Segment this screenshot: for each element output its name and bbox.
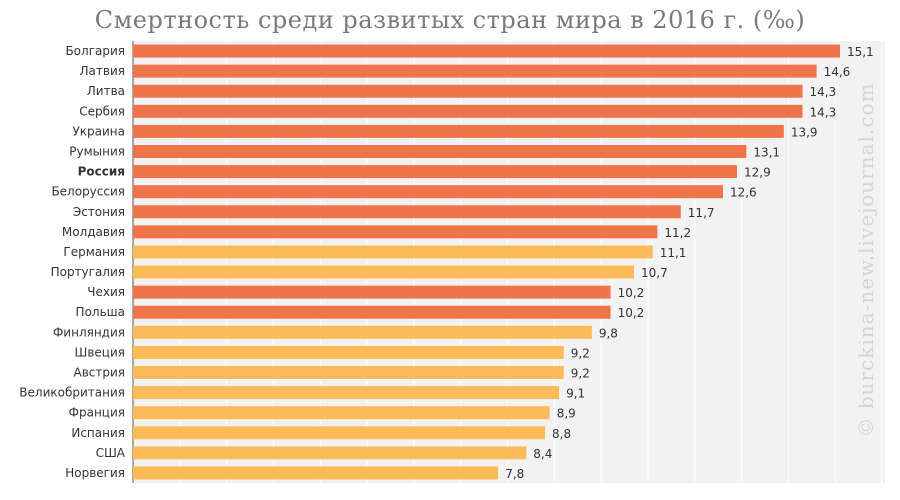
- value-label: 10,7: [641, 266, 668, 280]
- value-label: 14,3: [810, 85, 837, 99]
- chart-title: Смертность среди развитых стран мира в 2…: [94, 6, 806, 34]
- category-label: Португалия: [51, 265, 125, 279]
- value-label: 8,4: [533, 447, 552, 461]
- value-label: 11,2: [664, 226, 691, 240]
- bar-11: [133, 245, 653, 259]
- category-label: Украина: [72, 124, 125, 138]
- category-label: Россия: [78, 165, 125, 179]
- value-label: 14,6: [824, 65, 851, 79]
- bar-4: [133, 104, 803, 118]
- bar-22: [133, 466, 499, 480]
- bar-13: [133, 285, 611, 299]
- value-label: 8,8: [552, 427, 571, 441]
- bar-8: [133, 185, 723, 199]
- bar-15: [133, 325, 592, 339]
- category-label: Эстония: [73, 205, 125, 219]
- bar-20: [133, 426, 546, 440]
- value-label: 9,2: [571, 367, 590, 381]
- value-label: 11,7: [688, 206, 715, 220]
- value-label: 9,2: [571, 346, 590, 360]
- bar-9: [133, 205, 681, 219]
- bar-2: [133, 64, 817, 78]
- bar-19: [133, 406, 550, 420]
- category-label: Испания: [71, 426, 125, 440]
- bar-16: [133, 345, 564, 359]
- category-label: Белоруссия: [51, 185, 125, 199]
- value-label: 15,1: [847, 45, 874, 59]
- value-label: 7,8: [505, 467, 524, 481]
- bar-12: [133, 265, 634, 279]
- value-label: 11,1: [660, 246, 687, 260]
- category-label: Германия: [63, 245, 125, 259]
- value-label: 14,3: [810, 105, 837, 119]
- bar-5: [133, 124, 784, 138]
- bar-18: [133, 386, 560, 400]
- category-label: Великобритания: [19, 386, 125, 400]
- category-label: Норвегия: [65, 466, 125, 480]
- watermark: © burckina-new.livejournal.com: [854, 82, 878, 438]
- category-label: Болгария: [65, 44, 125, 58]
- bar-1: [133, 44, 840, 58]
- value-label: 10,2: [618, 306, 645, 320]
- category-label: Литва: [87, 84, 125, 98]
- value-label: 13,9: [791, 125, 818, 139]
- bar-7: [133, 165, 737, 179]
- bar-17: [133, 366, 564, 379]
- category-label: США: [96, 446, 126, 460]
- category-label: Польша: [76, 305, 125, 319]
- category-label: Сербия: [79, 104, 125, 118]
- value-label: 13,1: [753, 146, 780, 160]
- category-label: Латвия: [80, 64, 125, 78]
- bar-6: [133, 145, 747, 158]
- value-label: 10,2: [618, 286, 645, 300]
- bar-3: [133, 84, 803, 98]
- value-label: 8,9: [557, 407, 576, 421]
- category-label: Молдавия: [62, 225, 125, 239]
- value-label: 12,9: [744, 166, 771, 180]
- category-label: Чехия: [87, 285, 125, 299]
- value-label: 12,6: [730, 186, 757, 200]
- bar-10: [133, 225, 658, 239]
- category-label: Румыния: [69, 145, 125, 159]
- value-label: 9,8: [599, 326, 618, 340]
- category-label: Швеция: [75, 345, 125, 359]
- category-label: Франция: [69, 406, 125, 420]
- category-label: Австрия: [73, 366, 125, 380]
- category-label: Финляндия: [53, 325, 125, 339]
- bar-21: [133, 446, 527, 460]
- bar-14: [133, 305, 611, 319]
- value-label: 9,1: [566, 387, 585, 401]
